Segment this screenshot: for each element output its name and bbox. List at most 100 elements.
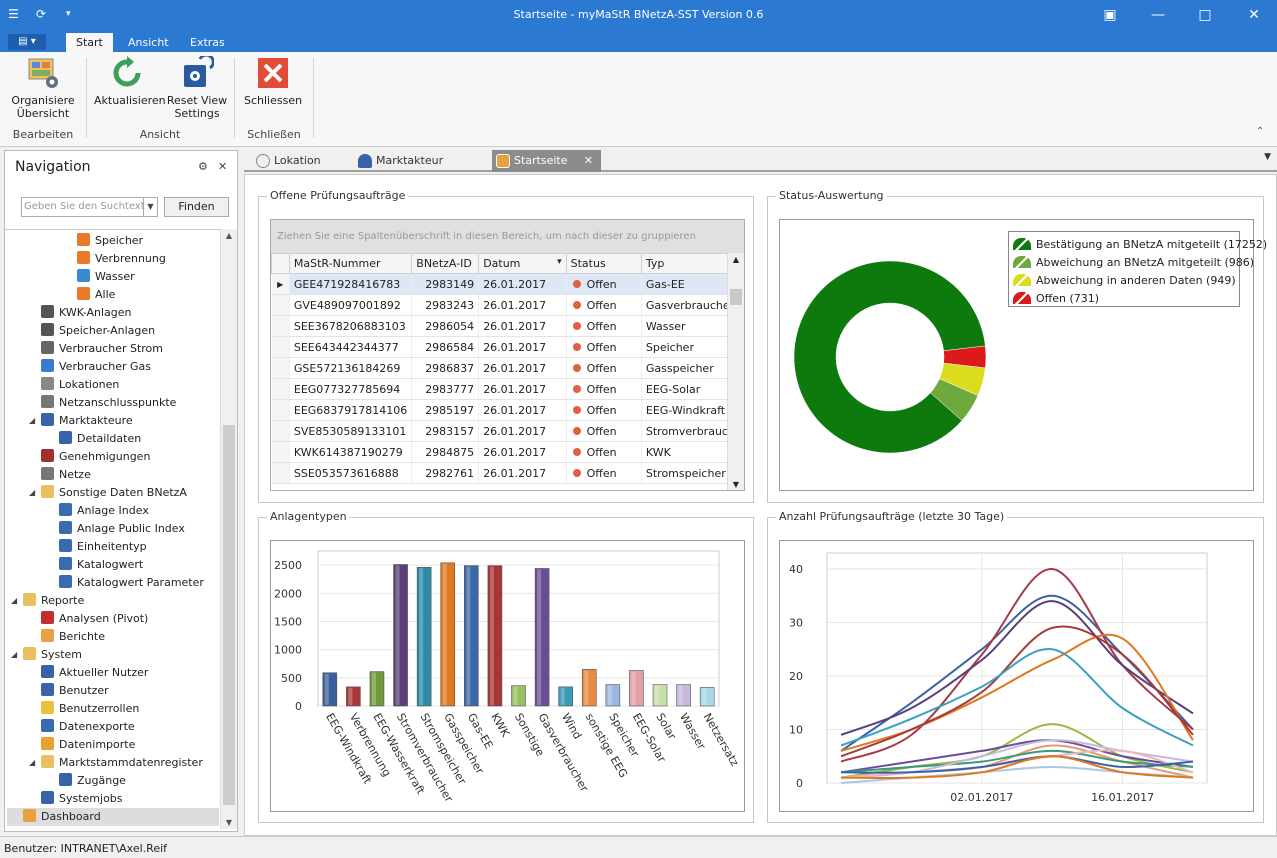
tab-extras[interactable]: Extras: [190, 36, 225, 49]
table-cell[interactable]: 26.01.2017: [478, 462, 567, 484]
tab-lokation[interactable]: Lokation: [252, 150, 342, 172]
nav-item[interactable]: Analysen (Pivot): [5, 610, 148, 628]
table-row[interactable]: SVE8530589133101 2983157 26.01.2017 Offen St…: [271, 420, 744, 442]
table-cell[interactable]: Wasser: [641, 315, 744, 337]
scroll-up-icon[interactable]: ▲: [225, 231, 233, 240]
table-cell[interactable]: 2986584: [411, 336, 480, 358]
restore-layout-icon[interactable]: ▣: [1103, 7, 1117, 23]
nav-item[interactable]: Benutzerrollen: [5, 700, 139, 718]
nav-item[interactable]: Anlage Public Index: [5, 520, 185, 538]
nav-item[interactable]: Systemjobs: [5, 790, 123, 808]
table-row[interactable]: GVE489097001892 2983243 26.01.2017 Offen Gas…: [271, 294, 744, 316]
nav-item[interactable]: Zugänge: [5, 772, 126, 790]
table-row[interactable]: EEG6837917814106 2985197 26.01.2017 Offen EE…: [271, 399, 744, 421]
nav-item[interactable]: Katalogwert Parameter: [5, 574, 204, 592]
nav-item[interactable]: Anlage Index: [5, 502, 149, 520]
table-cell[interactable]: 2982761: [411, 462, 480, 484]
table-cell[interactable]: Stromspeicher: [641, 462, 744, 484]
tab-list-dropdown-icon[interactable]: ▼: [1264, 152, 1271, 162]
nav-item[interactable]: ◢ Marktakteure: [5, 412, 133, 430]
table-cell[interactable]: 2983149: [411, 273, 480, 295]
table-cell[interactable]: 2983243: [411, 294, 480, 316]
close-panel-icon[interactable]: ✕: [218, 160, 228, 173]
table-cell[interactable]: 2985197: [411, 399, 480, 421]
table-cell[interactable]: KWK614387190279: [289, 441, 413, 463]
table-cell[interactable]: Offen: [566, 420, 642, 442]
table-cell[interactable]: GEE471928416783: [289, 273, 413, 295]
scroll-thumb[interactable]: [730, 289, 742, 305]
column-header[interactable]: Datum ▾: [478, 253, 567, 274]
table-cell[interactable]: Gasspeicher: [641, 357, 744, 379]
nav-item[interactable]: Netze: [5, 466, 91, 484]
column-header[interactable]: BNetzA-ID: [411, 253, 480, 274]
table-cell[interactable]: Offen: [566, 336, 642, 358]
tab-start[interactable]: Start: [66, 33, 113, 52]
close-button[interactable]: Schliessen: [244, 56, 302, 107]
navigation-scrollbar[interactable]: ▲ ▼: [220, 229, 237, 829]
table-cell[interactable]: 26.01.2017: [478, 357, 567, 379]
refresh-quick-icon[interactable]: ⟳: [36, 7, 47, 21]
nav-item[interactable]: Dashboard: [7, 808, 219, 826]
nav-item[interactable]: Netzanschlusspunkte: [5, 394, 176, 412]
app-menu-icon[interactable]: ☰: [8, 7, 19, 21]
organize-overview-button[interactable]: Organisiere Übersicht: [10, 56, 76, 120]
table-cell[interactable]: EEG-Solar: [641, 378, 744, 400]
close-tab-icon[interactable]: ✕: [583, 154, 593, 167]
search-input[interactable]: Geben Sie den Suchtext ▼: [21, 197, 158, 217]
table-row[interactable]: SEE3678206883103 2986054 26.01.2017 Offen Wa…: [271, 315, 744, 337]
nav-item[interactable]: Detaildaten: [5, 430, 141, 448]
nav-item[interactable]: ◢ System: [5, 646, 82, 664]
tab-ansicht[interactable]: Ansicht: [128, 36, 169, 49]
expand-icon[interactable]: ◢: [11, 596, 18, 605]
table-cell[interactable]: EEG6837917814106: [289, 399, 413, 421]
scroll-thumb[interactable]: [223, 425, 235, 805]
nav-item[interactable]: Datenimporte: [5, 736, 135, 754]
table-cell[interactable]: SEE3678206883103: [289, 315, 413, 337]
table-cell[interactable]: Offen: [566, 315, 642, 337]
nav-item[interactable]: Lokationen: [5, 376, 119, 394]
tab-startseite[interactable]: Startseite ✕: [492, 150, 601, 172]
nav-item[interactable]: Katalogwert: [5, 556, 143, 574]
table-cell[interactable]: 26.01.2017: [478, 420, 567, 442]
table-cell[interactable]: Offen: [566, 399, 642, 421]
nav-item[interactable]: Speicher-Anlagen: [5, 322, 155, 340]
table-cell[interactable]: 2983157: [411, 420, 480, 442]
nav-item[interactable]: Datenexporte: [5, 718, 135, 736]
qat-dropdown-icon[interactable]: ▾: [66, 9, 71, 19]
scroll-down-icon[interactable]: ▼: [225, 818, 233, 827]
table-cell[interactable]: 2983777: [411, 378, 480, 400]
table-row[interactable]: GSE572136184269 2986837 26.01.2017 Offen Gas…: [271, 357, 744, 379]
nav-item[interactable]: Verbrennung: [5, 250, 166, 268]
expand-icon[interactable]: ◢: [29, 416, 36, 425]
nav-item[interactable]: Einheitentyp: [5, 538, 147, 556]
nav-item[interactable]: Wasser: [5, 268, 135, 286]
column-header[interactable]: MaStR-Nummer: [288, 253, 413, 274]
minimize-button[interactable]: —: [1151, 7, 1165, 23]
table-cell[interactable]: 2986054: [411, 315, 480, 337]
expand-icon[interactable]: ◢: [29, 758, 36, 767]
table-cell[interactable]: 26.01.2017: [478, 441, 567, 463]
nav-item[interactable]: ◢ Marktstammdatenregister: [5, 754, 203, 772]
column-header[interactable]: Status: [565, 253, 642, 274]
nav-item[interactable]: Verbraucher Strom: [5, 340, 163, 358]
expand-icon[interactable]: ◢: [29, 488, 36, 497]
refresh-button[interactable]: Aktualisieren: [94, 56, 166, 107]
nav-item[interactable]: Speicher: [5, 232, 143, 250]
table-cell[interactable]: Offen: [566, 441, 642, 463]
table-cell[interactable]: 26.01.2017: [478, 399, 567, 421]
table-cell[interactable]: 26.01.2017: [478, 378, 567, 400]
table-cell[interactable]: 2984875: [411, 441, 480, 463]
scroll-down-icon[interactable]: ▼: [732, 480, 740, 489]
table-cell[interactable]: 26.01.2017: [478, 294, 567, 316]
chevron-down-icon[interactable]: ▼: [143, 198, 157, 216]
nav-item[interactable]: Genehmigungen: [5, 448, 150, 466]
sort-desc-icon[interactable]: ▾: [557, 257, 562, 267]
table-cell[interactable]: Offen: [566, 273, 642, 295]
table-cell[interactable]: GSE572136184269: [289, 357, 413, 379]
table-cell[interactable]: Offen: [566, 294, 642, 316]
table-cell[interactable]: GVE489097001892: [289, 294, 413, 316]
table-cell[interactable]: Stromverbrauc…: [641, 420, 744, 442]
table-cell[interactable]: Gas-EE: [641, 273, 744, 295]
file-menu-button[interactable]: ▤ ▾: [8, 34, 46, 50]
nav-item[interactable]: Benutzer: [5, 682, 109, 700]
